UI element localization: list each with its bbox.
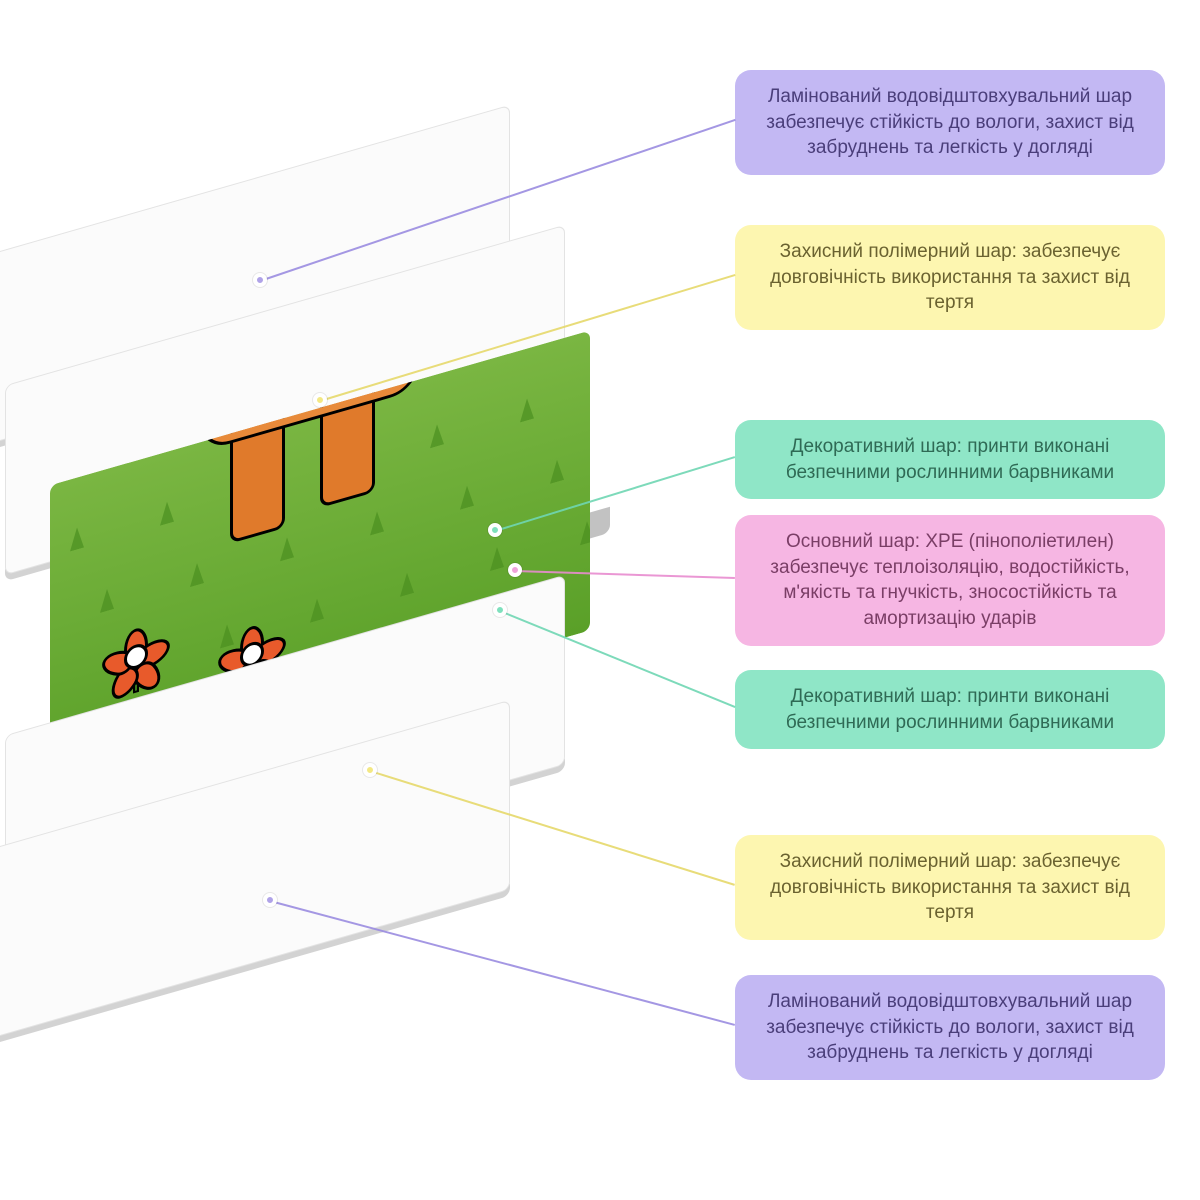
anchor-dot-deco-top xyxy=(488,523,502,537)
label-deco-top: Декоративний шар: принти виконані безпеч… xyxy=(735,420,1165,499)
anchor-dot-core xyxy=(508,563,522,577)
anchor-dot-bottom-laminate xyxy=(263,893,277,907)
anchor-dot-top-laminate xyxy=(253,273,267,287)
anchor-dot-deco-bottom xyxy=(493,603,507,617)
anchor-dot-bottom-polymer xyxy=(363,763,377,777)
label-top-laminate: Ламінований водовідштовхувальний шар заб… xyxy=(735,70,1165,175)
label-deco-bottom: Декоративний шар: принти виконані безпеч… xyxy=(735,670,1165,749)
anchor-dot-top-polymer xyxy=(313,393,327,407)
label-core: Основний шар: ХРЕ (пінополіетилен) забез… xyxy=(735,515,1165,646)
label-top-polymer: Захисний полімерний шар: забезпечує довг… xyxy=(735,225,1165,330)
label-bottom-polymer: Захисний полімерний шар: забезпечує довг… xyxy=(735,835,1165,940)
diagram-stage: Ламінований водовідштовхувальний шар заб… xyxy=(0,0,1200,1200)
connector-bottom-laminate xyxy=(270,900,736,1026)
label-bottom-laminate: Ламінований водовідштовхувальний шар заб… xyxy=(735,975,1165,1080)
